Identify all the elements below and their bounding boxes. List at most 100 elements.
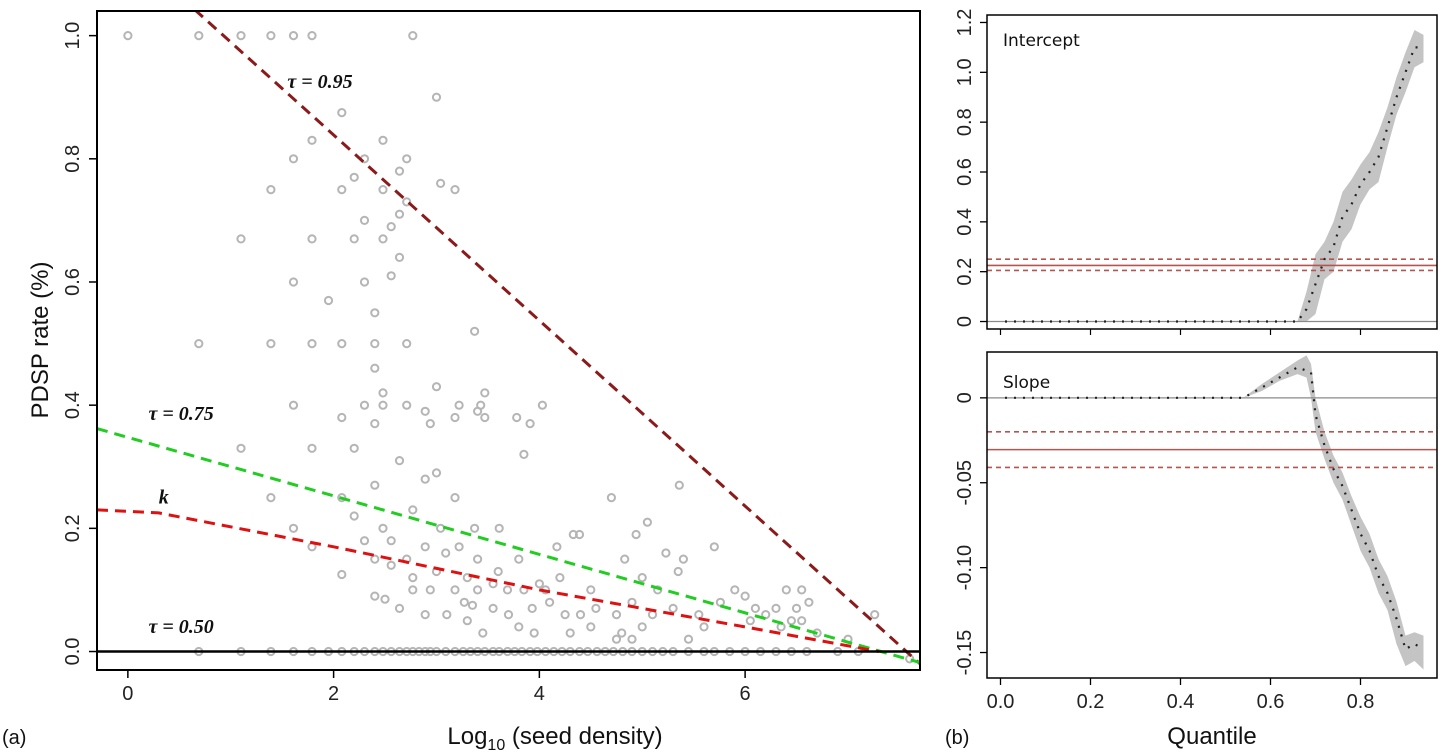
y-tick-label: 0.8	[62, 145, 84, 173]
data-point	[519, 449, 529, 459]
data-point	[402, 339, 412, 349]
data-point	[791, 603, 802, 614]
regression-line	[97, 427, 920, 665]
data-point	[123, 30, 133, 41]
data-point	[402, 154, 412, 164]
data-point	[370, 554, 380, 564]
panel-b-slope-chart: 0 -0.05 -0.10 -0.15 0.0 0.2 0.4 0.6 0.8 Slope Q…	[945, 351, 1438, 750]
intercept-title: Intercept	[1003, 31, 1080, 51]
data-point	[454, 400, 464, 410]
data-point	[574, 529, 585, 540]
data-point	[323, 295, 334, 306]
data-point	[378, 135, 388, 145]
data-point	[450, 412, 460, 423]
data-point	[266, 339, 276, 349]
data-point	[288, 400, 299, 410]
data-point	[478, 628, 488, 638]
data-point	[450, 493, 460, 503]
data-point	[378, 185, 388, 195]
data-point	[236, 443, 246, 453]
data-point	[529, 628, 539, 638]
data-point	[606, 493, 617, 503]
data-point	[552, 542, 562, 552]
data-point	[740, 591, 750, 601]
data-point	[394, 456, 405, 466]
data-point	[678, 554, 689, 564]
quantile-estimate-line	[1005, 366, 1425, 651]
data-point	[591, 603, 601, 614]
data-point	[512, 412, 522, 423]
data-point	[236, 234, 246, 244]
data-point	[359, 215, 370, 225]
y-tick-label: -0.05	[954, 460, 976, 506]
slope-title: Slope	[1003, 373, 1050, 393]
y-tick-label: 0.4	[62, 391, 84, 419]
data-point	[370, 419, 380, 429]
data-point	[467, 600, 478, 610]
data-point	[514, 622, 524, 632]
data-point	[370, 308, 380, 318]
x-tick-label: 0.8	[1347, 691, 1375, 713]
data-point	[402, 400, 412, 410]
panel-a-xlabel: Log10 (seed density)	[447, 723, 662, 754]
data-point	[386, 271, 396, 281]
y-tick-label: 1.0	[954, 58, 976, 86]
data-point	[394, 209, 405, 219]
data-point	[502, 585, 513, 595]
line-annotation: τ = 0.75	[148, 403, 213, 425]
data-point	[378, 523, 388, 533]
panel-b-bottom-frame	[986, 351, 1438, 679]
data-point	[288, 523, 299, 533]
y-tick-label: 0.4	[954, 208, 976, 236]
data-point	[307, 234, 317, 244]
data-point	[586, 585, 596, 595]
data-point	[266, 493, 276, 503]
x-tick-label: 0.4	[1167, 691, 1195, 713]
data-point	[560, 610, 570, 620]
regression-line	[193, 11, 920, 665]
data-point	[307, 443, 317, 453]
data-point	[565, 628, 575, 638]
data-point	[378, 400, 388, 410]
data-point	[370, 480, 380, 490]
data-point	[730, 585, 740, 595]
data-point	[870, 610, 880, 620]
data-point	[620, 554, 630, 564]
y-tick-label: 1.2	[954, 9, 976, 37]
data-point	[288, 154, 299, 164]
confidence-band	[1297, 30, 1424, 322]
quantile-estimate-line	[1005, 46, 1424, 323]
confidence-band	[1243, 355, 1424, 670]
data-point	[637, 622, 647, 632]
data-point	[699, 622, 709, 632]
data-point	[337, 339, 347, 349]
data-point	[462, 573, 472, 583]
data-point	[470, 523, 480, 533]
data-point	[527, 603, 537, 614]
data-point	[386, 222, 396, 232]
panel-b-intercept-chart: 0 0.2 0.4 0.6 0.8 1.0 1.2 Intercept	[954, 9, 1438, 335]
data-point	[715, 597, 726, 607]
data-point	[709, 542, 719, 552]
panel-b-label: (b)	[945, 727, 969, 749]
data-point	[359, 400, 370, 410]
data-point	[488, 603, 498, 614]
panel-a-frame	[96, 10, 921, 671]
data-point	[750, 603, 761, 614]
line-annotation: τ = 0.95	[287, 71, 352, 93]
data-point	[661, 548, 671, 558]
data-point	[394, 603, 405, 614]
data-point	[450, 585, 460, 595]
data-point	[442, 610, 452, 620]
data-point	[555, 573, 565, 583]
data-point	[459, 597, 469, 607]
data-point	[394, 166, 405, 176]
line-annotation: τ = 0.50	[148, 616, 213, 638]
data-point	[408, 585, 418, 595]
panel-a-label: (a)	[2, 727, 26, 749]
data-point	[194, 339, 204, 349]
data-point	[349, 511, 359, 521]
x-tick-label: 4	[534, 683, 545, 705]
data-point	[637, 573, 647, 583]
